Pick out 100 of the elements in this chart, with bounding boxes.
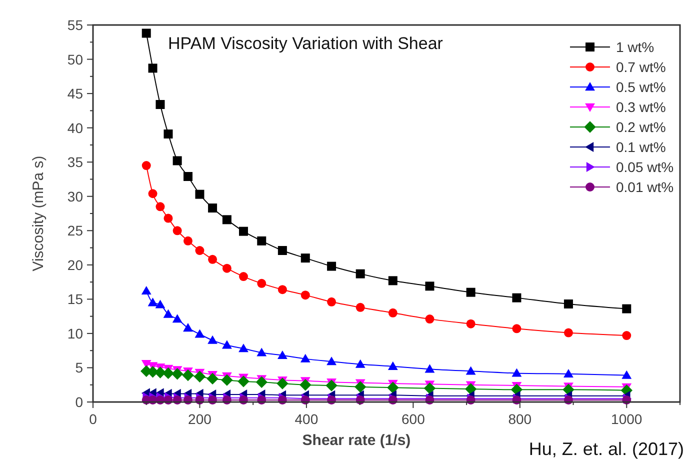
point: [564, 299, 573, 308]
point: [148, 64, 158, 73]
point: [512, 368, 522, 377]
point: [142, 28, 151, 38]
point: [512, 324, 522, 334]
point: [327, 297, 336, 306]
point: [195, 190, 204, 199]
y-tick-label: 10: [67, 325, 84, 342]
point: [300, 290, 310, 300]
point: [156, 202, 165, 212]
point: [195, 246, 204, 256]
point: [327, 262, 336, 271]
legend-label: 0.5 wt%: [616, 79, 666, 95]
point: [300, 254, 310, 263]
point: [512, 293, 522, 302]
point: [356, 302, 365, 312]
text: Hu, Z. et. al. (2017): [528, 439, 684, 459]
point: [208, 254, 218, 264]
point: [278, 246, 287, 256]
point: [355, 359, 366, 368]
y-tick-label: 40: [67, 120, 84, 136]
point: [388, 308, 398, 318]
point: [256, 376, 268, 388]
point: [172, 156, 182, 166]
x-tick-label: 800: [508, 411, 532, 427]
point: [172, 314, 182, 323]
point: [466, 319, 476, 328]
point: [326, 380, 338, 392]
point: [326, 356, 336, 366]
point: [194, 329, 205, 338]
y-tick-label: 0: [75, 394, 84, 410]
y-tick-label: 35: [67, 154, 84, 170]
x-tick-label: 400: [294, 411, 318, 427]
point: [182, 369, 194, 382]
legend-label: 0.01 wt%: [616, 179, 674, 195]
point: [424, 382, 436, 394]
point: [183, 323, 193, 332]
y-tick-label: 45: [67, 86, 84, 102]
point: [256, 348, 267, 356]
point: [278, 285, 287, 294]
y-tick-label: 55: [67, 17, 84, 33]
point: [194, 370, 206, 382]
point: [564, 328, 573, 338]
point: [388, 276, 398, 286]
legend-label: 0.05 wt%: [616, 159, 674, 175]
point: [162, 367, 174, 380]
point: [622, 304, 632, 314]
point: [387, 382, 399, 394]
y-tick-label: 15: [67, 291, 84, 308]
point: [238, 226, 248, 236]
y-tick-label: 20: [67, 256, 84, 273]
point: [238, 344, 248, 352]
point: [277, 350, 288, 359]
legend-label: 0.1 wt%: [616, 139, 666, 155]
point: [208, 335, 218, 344]
x-tick-label: 1000: [611, 411, 642, 427]
point: [222, 340, 232, 349]
point: [300, 379, 312, 391]
point: [425, 282, 434, 291]
point: [564, 368, 574, 378]
point: [183, 236, 192, 246]
point: [156, 100, 165, 110]
point: [425, 314, 434, 324]
x-tick-label: 0: [89, 411, 98, 427]
point: [388, 361, 398, 370]
legend-label: 0.3 wt%: [616, 99, 666, 115]
legend-label: 1 wt%: [616, 39, 654, 55]
y-tick-label: 30: [67, 188, 84, 204]
y-tick-label: 50: [67, 51, 84, 68]
point: [221, 374, 233, 386]
point: [622, 331, 632, 340]
y-tick-label: 5: [75, 360, 84, 376]
y-axis-title: Viscosity (mPa s): [30, 156, 47, 272]
legend-label: 0.7 wt%: [616, 59, 666, 75]
point: [208, 204, 218, 213]
point: [155, 300, 166, 308]
point: [276, 378, 288, 390]
point: [171, 368, 184, 380]
point: [141, 286, 152, 295]
point: [257, 236, 266, 246]
x-tick-label: 600: [402, 411, 426, 427]
point: [356, 269, 365, 278]
point: [206, 372, 218, 385]
point: [148, 298, 158, 306]
x-axis-title: Shear rate (1/s): [302, 432, 411, 449]
point: [164, 214, 173, 223]
point: [622, 370, 632, 379]
point: [466, 366, 476, 375]
point: [164, 129, 173, 138]
point: [238, 272, 248, 282]
point: [222, 215, 232, 224]
point: [142, 161, 151, 170]
y-tick-label: 25: [67, 222, 84, 239]
point: [300, 354, 310, 362]
point: [464, 383, 477, 395]
point: [183, 172, 192, 181]
point: [424, 364, 435, 373]
point: [257, 278, 266, 288]
point: [238, 376, 250, 388]
point: [354, 381, 366, 393]
